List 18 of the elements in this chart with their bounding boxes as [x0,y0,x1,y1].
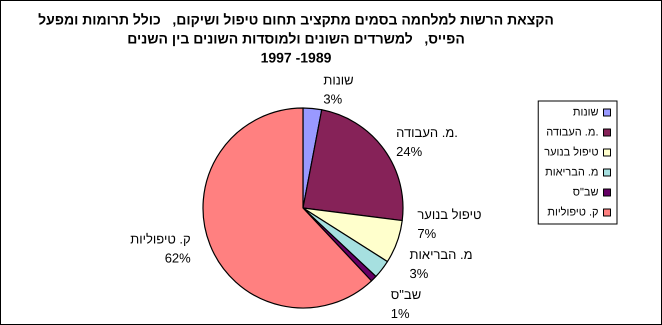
slice-label: מ. העבודה. [396,124,458,140]
data-label: 1% [390,306,410,321]
legend-label: טיפול בנוער [544,146,598,158]
data-label: 3% [323,91,343,106]
legend-label: ק. טיפוליות [547,206,598,218]
slice-label: מ. הבריאות [410,247,473,262]
data-label: 24% [396,144,423,159]
slice-label: טיפול בנוער [417,207,482,222]
slice-label: שונות [323,72,354,88]
legend-label: שב"ס [572,186,598,198]
slice-label: ק. טיפוליות [130,231,191,246]
legend-label: שונות [572,106,598,118]
legend-label: מ. העבודה. [546,126,598,138]
data-label: 62% [164,250,192,266]
slice-label: שב"ס [390,287,422,302]
data-label: 7% [417,226,437,241]
legend-label: מ. הבריאות [545,166,598,178]
data-label: 3% [410,266,429,281]
